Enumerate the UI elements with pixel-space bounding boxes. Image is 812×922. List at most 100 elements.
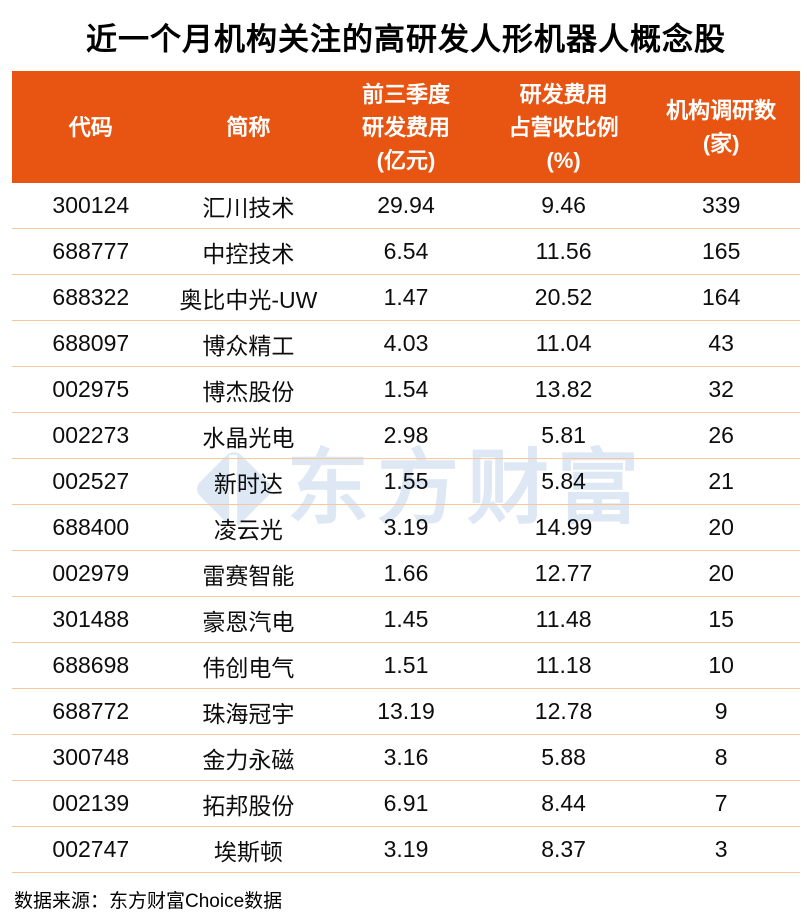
cell-name: 雷赛智能 xyxy=(169,550,328,597)
cell-name: 博众精工 xyxy=(169,320,328,367)
table-row: 688698 伟创电气 1.51 11.18 10 xyxy=(12,642,800,689)
cell-code: 688698 xyxy=(12,642,170,689)
cell-rd-expense: 1.54 xyxy=(327,366,485,413)
table-row: 688777 中控技术 6.54 11.56 165 xyxy=(12,228,800,275)
cell-name: 中控技术 xyxy=(169,228,328,275)
cell-code: 002979 xyxy=(12,550,170,597)
cell-code: 688777 xyxy=(12,228,170,275)
table-row: 688097 博众精工 4.03 11.04 43 xyxy=(12,320,800,367)
cell-code: 300748 xyxy=(12,734,170,781)
cell-rd-expense: 1.47 xyxy=(327,274,485,321)
cell-survey-count: 15 xyxy=(642,596,800,643)
column-header-rd-ratio: 研发费用 占营收比例 (%) xyxy=(484,71,643,183)
cell-name: 水晶光电 xyxy=(169,412,328,459)
cell-name: 伟创电气 xyxy=(169,642,328,689)
cell-rd-ratio: 14.99 xyxy=(484,504,643,551)
table-row: 002527 新时达 1.55 5.84 21 xyxy=(12,458,800,505)
table-row: 688400 凌云光 3.19 14.99 20 xyxy=(12,504,800,551)
cell-rd-expense: 3.16 xyxy=(327,734,485,781)
cell-survey-count: 339 xyxy=(642,183,800,229)
cell-survey-count: 26 xyxy=(642,412,800,459)
cell-code: 301488 xyxy=(12,596,170,643)
table-row: 688322 奥比中光-UW 1.47 20.52 164 xyxy=(12,274,800,321)
column-header-code: 代码 xyxy=(12,71,170,183)
cell-name: 汇川技术 xyxy=(169,183,328,229)
cell-name: 博杰股份 xyxy=(169,366,328,413)
cell-name: 埃斯顿 xyxy=(169,826,328,873)
cell-rd-expense: 2.98 xyxy=(327,412,485,459)
cell-rd-ratio: 12.77 xyxy=(484,550,643,597)
cell-code: 688322 xyxy=(12,274,170,321)
cell-survey-count: 7 xyxy=(642,780,800,827)
cell-rd-expense: 1.51 xyxy=(327,642,485,689)
stocks-table: 代码 简称 前三季度 研发费用 (亿元) 研发费用 占营收比例 (%) 机构调研数 (家… xyxy=(12,71,800,873)
table-row: 688772 珠海冠宇 13.19 12.78 9 xyxy=(12,688,800,735)
cell-survey-count: 21 xyxy=(642,458,800,505)
cell-survey-count: 164 xyxy=(642,274,800,321)
data-source-note: 数据来源：东方财富Choice数据 xyxy=(14,891,283,912)
cell-rd-ratio: 5.84 xyxy=(484,458,643,505)
cell-rd-expense: 3.19 xyxy=(327,504,485,551)
table-body: 300124 汇川技术 29.94 9.46 339 688777 中控技术 6.54 11.5… xyxy=(12,183,800,873)
table-header-row: 代码 简称 前三季度 研发费用 (亿元) 研发费用 占营收比例 (%) 机构调研数 (家… xyxy=(12,71,800,183)
cell-code: 002273 xyxy=(12,412,170,459)
cell-rd-expense: 1.66 xyxy=(327,550,485,597)
cell-rd-ratio: 11.56 xyxy=(484,228,643,275)
cell-rd-expense: 1.55 xyxy=(327,458,485,505)
cell-code: 300124 xyxy=(12,183,170,229)
cell-rd-expense: 13.19 xyxy=(327,688,485,735)
cell-survey-count: 9 xyxy=(642,688,800,735)
cell-name: 金力永磁 xyxy=(169,734,328,781)
table-row: 002979 雷赛智能 1.66 12.77 20 xyxy=(12,550,800,597)
cell-rd-ratio: 8.37 xyxy=(484,826,643,873)
cell-rd-ratio: 5.88 xyxy=(484,734,643,781)
table-row: 300748 金力永磁 3.16 5.88 8 xyxy=(12,734,800,781)
column-header-rd-expense: 前三季度 研发费用 (亿元) xyxy=(327,71,485,183)
cell-code: 688400 xyxy=(12,504,170,551)
cell-survey-count: 43 xyxy=(642,320,800,367)
table-row: 002139 拓邦股份 6.91 8.44 7 xyxy=(12,780,800,827)
table-row: 002975 博杰股份 1.54 13.82 32 xyxy=(12,366,800,413)
cell-rd-expense: 6.54 xyxy=(327,228,485,275)
cell-rd-ratio: 5.81 xyxy=(484,412,643,459)
cell-rd-ratio: 11.04 xyxy=(484,320,643,367)
cell-name: 新时达 xyxy=(169,458,328,505)
column-header-name: 简称 xyxy=(169,71,328,183)
cell-code: 002975 xyxy=(12,366,170,413)
cell-survey-count: 20 xyxy=(642,504,800,551)
cell-name: 奥比中光-UW xyxy=(169,274,328,321)
table-row: 300124 汇川技术 29.94 9.46 339 xyxy=(12,183,800,229)
cell-rd-expense: 3.19 xyxy=(327,826,485,873)
cell-survey-count: 10 xyxy=(642,642,800,689)
cell-survey-count: 165 xyxy=(642,228,800,275)
cell-code: 002139 xyxy=(12,780,170,827)
cell-survey-count: 32 xyxy=(642,366,800,413)
column-header-survey-count: 机构调研数 (家) xyxy=(642,71,800,183)
cell-survey-count: 20 xyxy=(642,550,800,597)
cell-code: 688097 xyxy=(12,320,170,367)
cell-rd-expense: 1.45 xyxy=(327,596,485,643)
cell-rd-ratio: 13.82 xyxy=(484,366,643,413)
table-head: 代码 简称 前三季度 研发费用 (亿元) 研发费用 占营收比例 (%) 机构调研数 (家… xyxy=(12,71,800,183)
cell-rd-ratio: 8.44 xyxy=(484,780,643,827)
cell-code: 002747 xyxy=(12,826,170,873)
cell-code: 002527 xyxy=(12,458,170,505)
table-row: 002273 水晶光电 2.98 5.81 26 xyxy=(12,412,800,459)
table-row: 301488 豪恩汽电 1.45 11.48 15 xyxy=(12,596,800,643)
cell-code: 688772 xyxy=(12,688,170,735)
cell-name: 凌云光 xyxy=(169,504,328,551)
cell-rd-expense: 4.03 xyxy=(327,320,485,367)
cell-name: 豪恩汽电 xyxy=(169,596,328,643)
page-title: 近一个月机构关注的高研发人形机器人概念股 xyxy=(86,22,726,57)
cell-rd-expense: 29.94 xyxy=(327,183,485,229)
cell-rd-expense: 6.91 xyxy=(327,780,485,827)
cell-survey-count: 3 xyxy=(642,826,800,873)
cell-rd-ratio: 9.46 xyxy=(484,183,643,229)
table-row: 002747 埃斯顿 3.19 8.37 3 xyxy=(12,826,800,873)
cell-rd-ratio: 12.78 xyxy=(484,688,643,735)
cell-survey-count: 8 xyxy=(642,734,800,781)
cell-name: 拓邦股份 xyxy=(169,780,328,827)
cell-rd-ratio: 11.48 xyxy=(484,596,643,643)
cell-rd-ratio: 20.52 xyxy=(484,274,643,321)
